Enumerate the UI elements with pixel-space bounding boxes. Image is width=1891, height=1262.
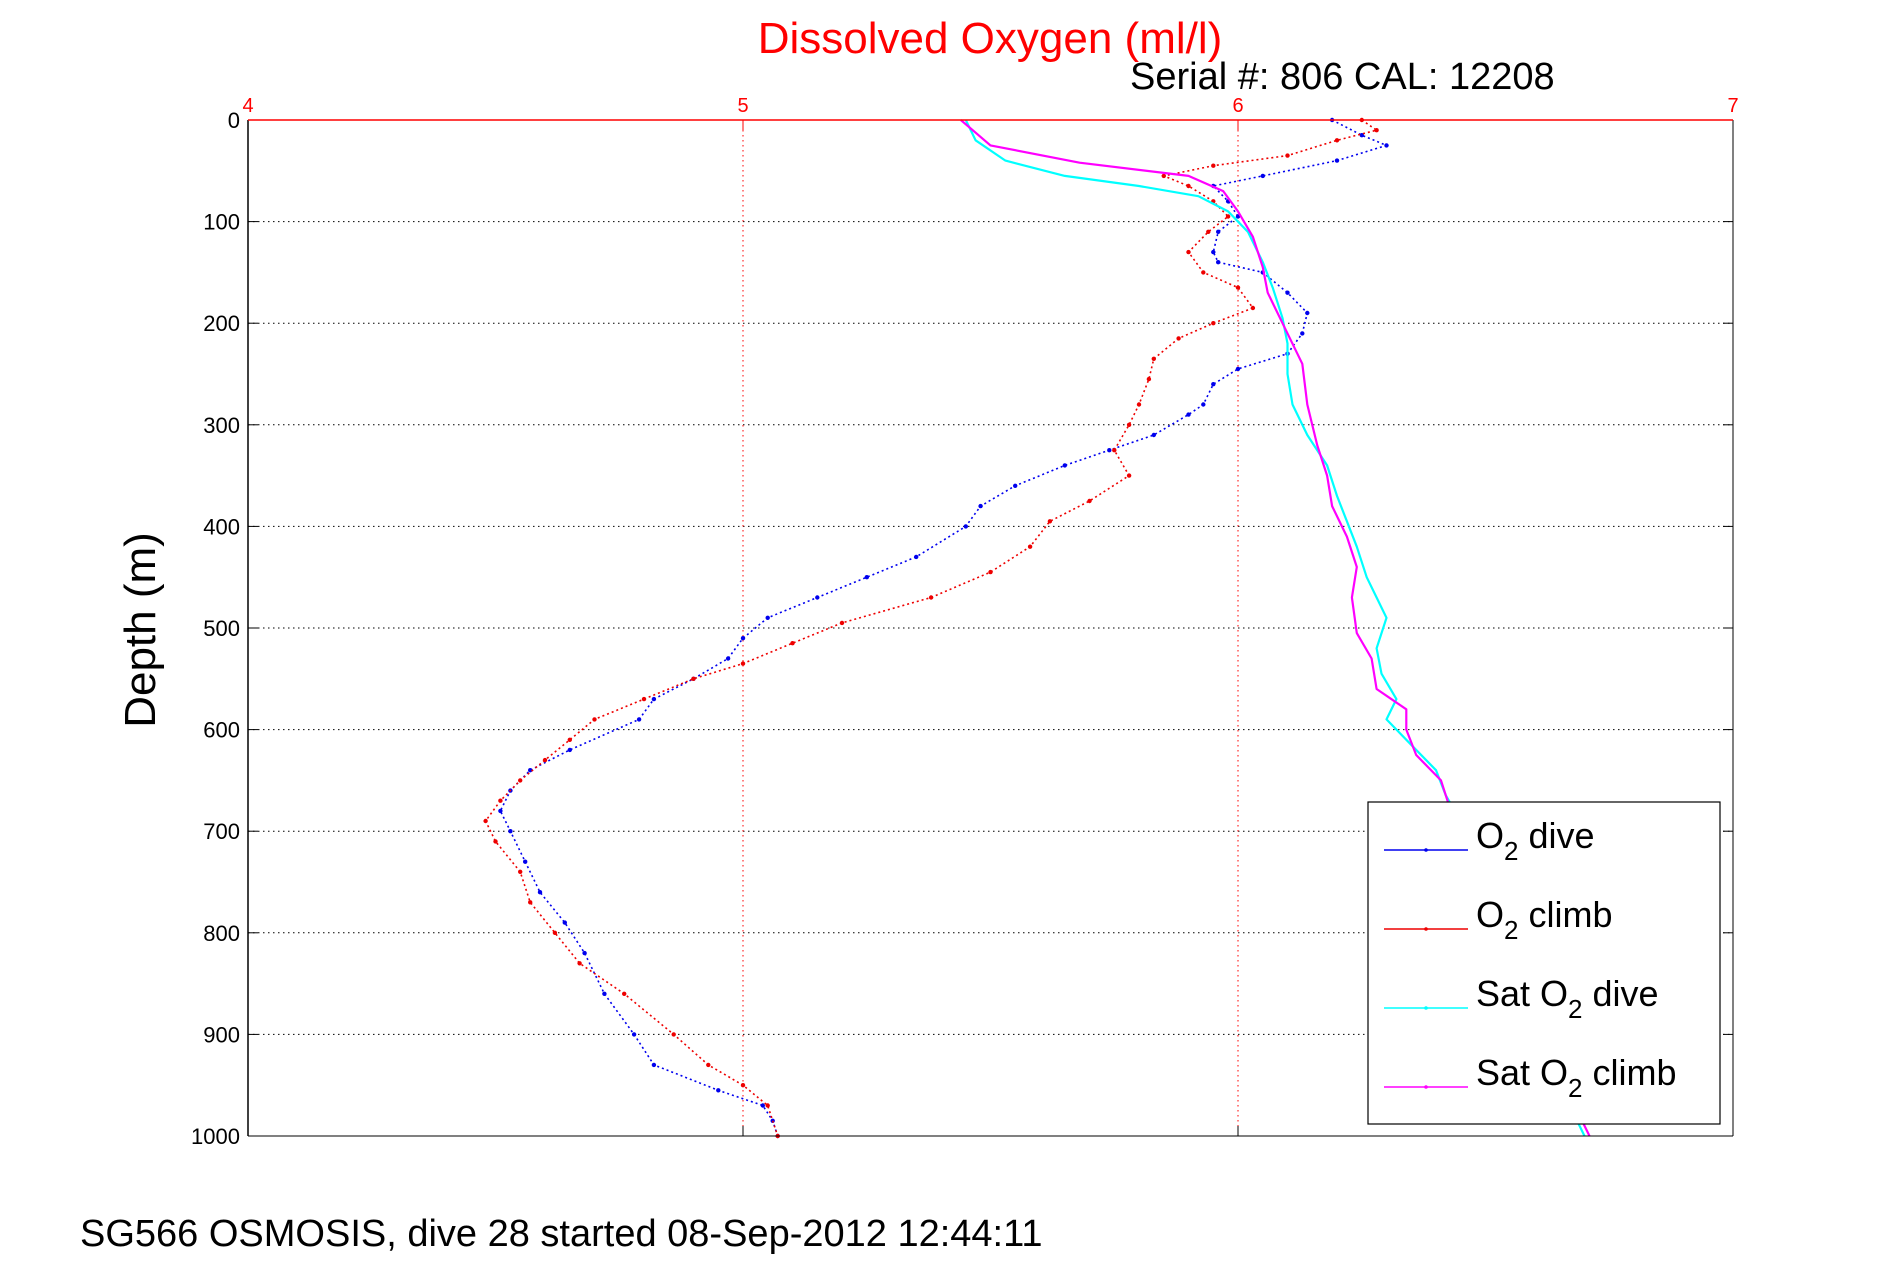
x-tick-label: 5 [737,95,748,117]
data-point [1146,376,1152,382]
y-tick-label: 700 [203,819,240,844]
series-dot-trace [484,119,1379,1137]
x-tick-label: 6 [1232,95,1243,117]
series-dot-trace [499,119,1389,1137]
series-o2-climb [483,117,1379,1139]
legend-marker [1424,848,1428,852]
chart-subtitle: Serial #: 806 CAL: 12208 [1130,56,1555,98]
data-point [1211,249,1216,255]
legend: O2 dive O2 climb Sat O2 dive Sat O2 climb [1367,801,1721,1125]
y-tick-label: 0 [228,108,240,133]
legend-marker [1424,1006,1428,1010]
legend-marker [1424,927,1428,931]
y-tick-label: 100 [203,210,240,235]
y-axis-label: Depth (m) [116,532,165,728]
y-tick-label: 1000 [191,1124,240,1149]
data-point [1216,260,1221,265]
y-tick-label: 200 [203,311,240,336]
legend-label: Sat O2 dive [1476,973,1659,1024]
data-point [691,676,696,681]
legend-marker [1424,1085,1428,1089]
legend-label: O2 climb [1476,894,1613,945]
chart-title: Dissolved Oxygen (ml/l) [758,14,1223,63]
data-point [1151,432,1157,438]
x-tick-label: 7 [1727,95,1738,117]
data-point [518,869,523,874]
legend-box [1367,801,1721,1125]
axis-layer: 0 100 200 300 400 500 600 700 800 900 1000 4 5 6 7 [191,95,1739,1149]
legend-label: O2 dive [1476,815,1595,866]
y-tick-label: 300 [203,413,240,438]
y-tick-label: 400 [203,514,240,539]
data-point [636,717,642,722]
y-tick-label: 900 [203,1022,240,1047]
x-tick-label: 4 [242,95,253,117]
y-tick-label: 600 [203,718,240,743]
legend-label: Sat O2 climb [1476,1052,1677,1103]
y-tick-label: 500 [203,616,240,641]
y-tick-label: 800 [203,921,240,946]
chart-footer: SG566 OSMOSIS, dive 28 started 08-Sep-20… [80,1213,1043,1255]
data-point [1260,173,1266,179]
